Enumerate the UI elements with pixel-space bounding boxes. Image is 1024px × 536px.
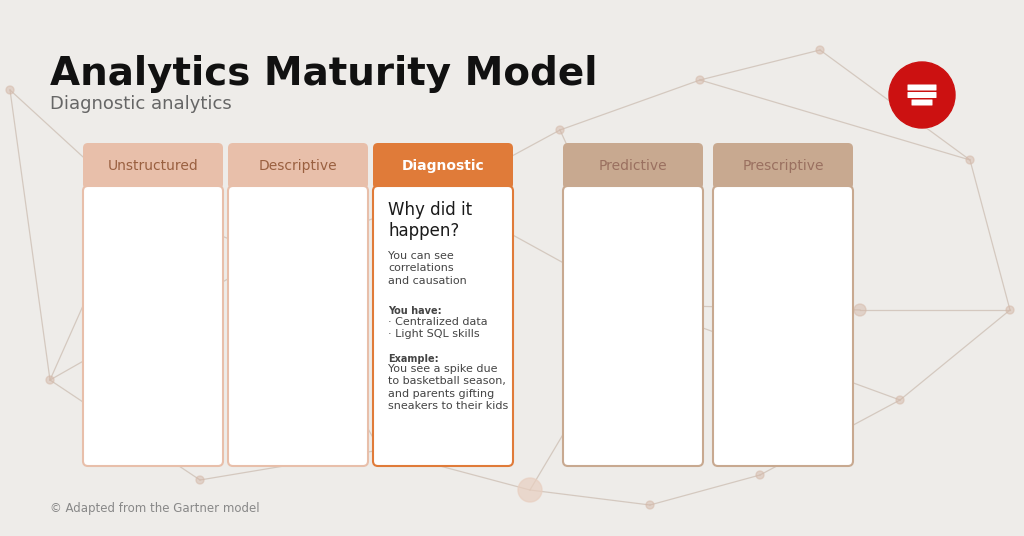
FancyBboxPatch shape	[713, 143, 853, 189]
Circle shape	[896, 396, 904, 404]
Text: · Centralized data
· Light SQL skills: · Centralized data · Light SQL skills	[388, 317, 487, 339]
FancyBboxPatch shape	[83, 186, 223, 466]
Text: Diagnostic analytics: Diagnostic analytics	[50, 95, 231, 113]
Circle shape	[696, 76, 705, 84]
Circle shape	[518, 478, 542, 502]
Text: You have:: You have:	[388, 306, 441, 316]
Text: Predictive: Predictive	[599, 159, 668, 173]
Text: Prescriptive: Prescriptive	[742, 159, 823, 173]
Circle shape	[1006, 306, 1014, 314]
Circle shape	[756, 471, 764, 479]
Circle shape	[816, 46, 824, 54]
Text: You see a spike due
to basketball season,
and parents gifting
sneakers to their : You see a spike due to basketball season…	[388, 364, 508, 411]
FancyBboxPatch shape	[907, 92, 937, 98]
Circle shape	[126, 196, 134, 204]
FancyBboxPatch shape	[228, 143, 368, 189]
FancyBboxPatch shape	[563, 186, 703, 466]
Circle shape	[633, 298, 647, 312]
FancyBboxPatch shape	[907, 85, 937, 91]
Circle shape	[260, 245, 280, 265]
Circle shape	[46, 376, 54, 384]
Circle shape	[646, 501, 654, 509]
Circle shape	[889, 62, 955, 128]
Circle shape	[966, 156, 974, 164]
Circle shape	[556, 126, 564, 134]
FancyBboxPatch shape	[713, 186, 853, 466]
FancyBboxPatch shape	[228, 186, 368, 466]
Circle shape	[6, 86, 14, 94]
Text: Example:: Example:	[388, 354, 438, 364]
FancyBboxPatch shape	[911, 100, 933, 106]
Text: Unstructured: Unstructured	[108, 159, 199, 173]
Circle shape	[376, 446, 384, 454]
Text: Descriptive: Descriptive	[259, 159, 337, 173]
Text: You can see
correlations
and causation: You can see correlations and causation	[388, 251, 467, 286]
FancyBboxPatch shape	[373, 143, 513, 189]
FancyBboxPatch shape	[83, 143, 223, 189]
FancyBboxPatch shape	[373, 186, 513, 466]
Text: Why did it
happen?: Why did it happen?	[388, 201, 472, 241]
Circle shape	[196, 476, 204, 484]
FancyBboxPatch shape	[563, 143, 703, 189]
Text: Analytics Maturity Model: Analytics Maturity Model	[50, 55, 597, 93]
Circle shape	[854, 304, 866, 316]
Text: Diagnostic: Diagnostic	[401, 159, 484, 173]
Circle shape	[436, 191, 444, 199]
Text: © Adapted from the Gartner model: © Adapted from the Gartner model	[50, 502, 260, 515]
